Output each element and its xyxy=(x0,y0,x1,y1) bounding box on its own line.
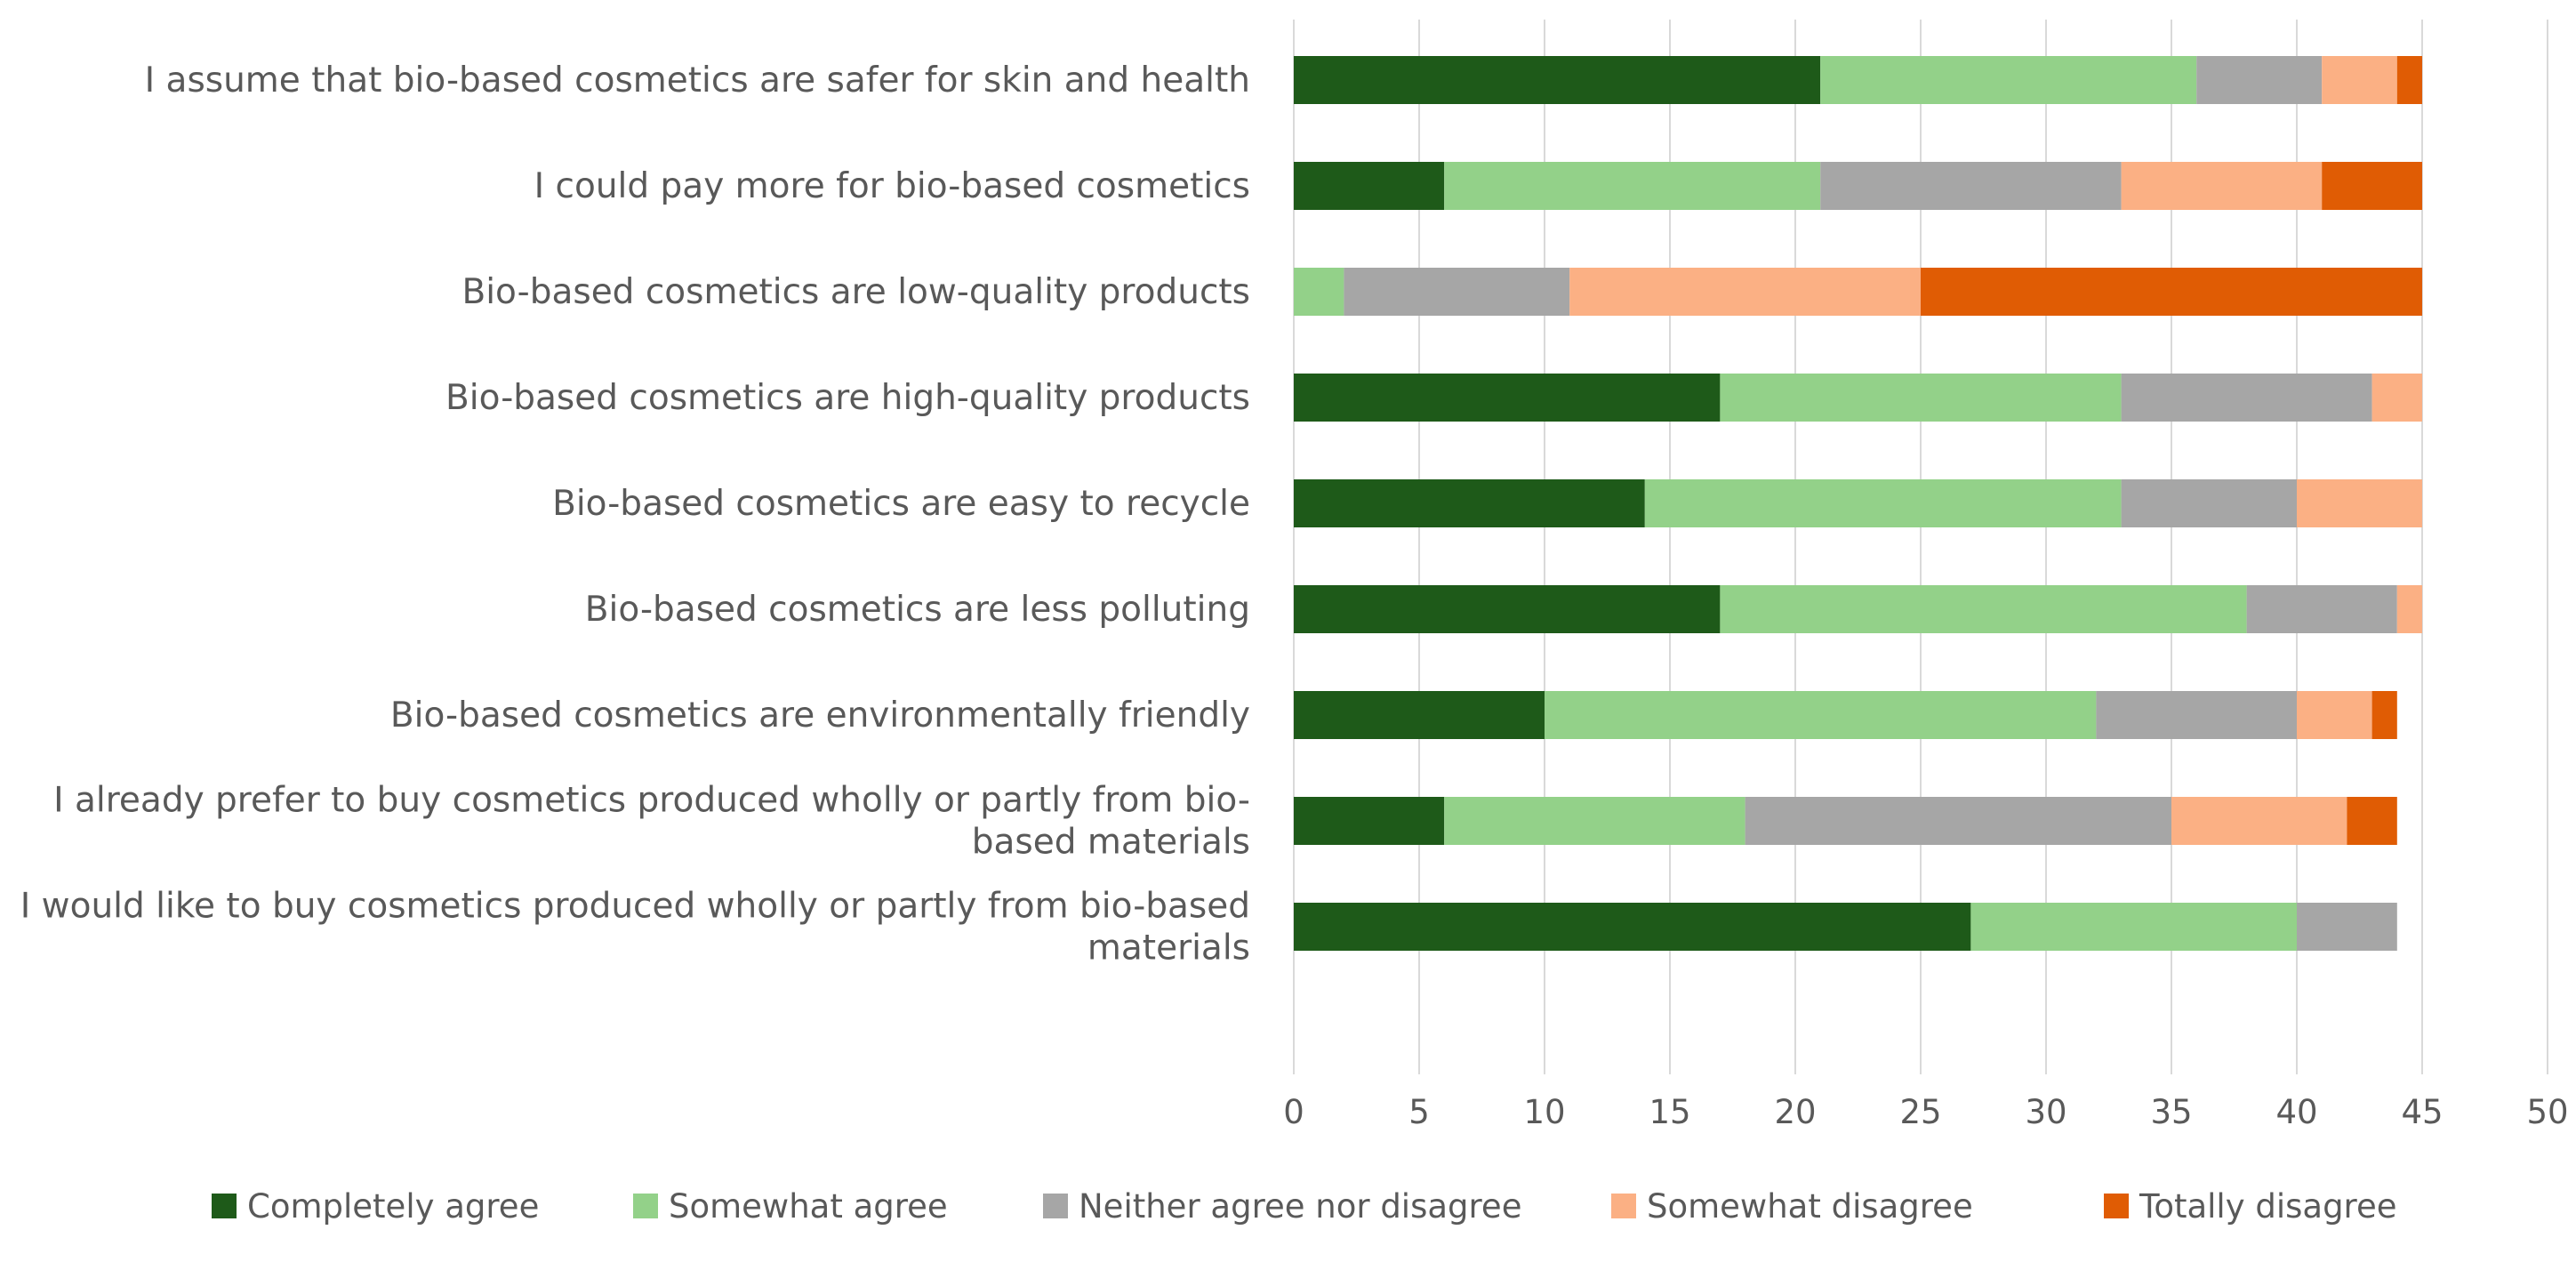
legend-label: Neither agree nor disagree xyxy=(1079,1187,1521,1226)
bar-segment xyxy=(2396,585,2422,633)
bar-segment xyxy=(1820,56,2197,104)
bar-segment xyxy=(2371,374,2422,422)
category-label: based materials xyxy=(972,823,1250,863)
bar-segment xyxy=(1444,162,1821,210)
category-label: Bio-based cosmetics are easy to recycle xyxy=(552,484,1250,524)
bar-segment xyxy=(2096,691,2297,739)
bar-segment xyxy=(1344,268,1570,316)
x-tick-label: 10 xyxy=(1523,1093,1565,1131)
bar-segment xyxy=(2196,56,2323,104)
bar-segment xyxy=(2121,162,2323,210)
legend-label: Somewhat agree xyxy=(669,1187,948,1226)
category-label: I could pay more for bio-based cosmetics xyxy=(534,166,1250,206)
bar-segment xyxy=(2322,56,2397,104)
bar-segment xyxy=(1569,268,1921,316)
bar-segment xyxy=(2297,903,2397,951)
bar-segment xyxy=(2322,162,2422,210)
legend-swatch xyxy=(2104,1194,2129,1218)
bar-segment xyxy=(1294,479,1645,527)
x-tick-label: 20 xyxy=(1774,1093,1816,1131)
bar-segment xyxy=(1820,162,2122,210)
bar-segment xyxy=(1720,585,2247,633)
bar-segment xyxy=(1294,162,1445,210)
bar-segment xyxy=(1970,903,2297,951)
x-tick-label: 35 xyxy=(2150,1093,2192,1131)
x-tick-label: 15 xyxy=(1649,1093,1690,1131)
category-label: materials xyxy=(1087,928,1250,969)
x-tick-label: 25 xyxy=(1899,1093,1941,1131)
bar-segment xyxy=(1644,479,2122,527)
bar-segment xyxy=(2297,691,2372,739)
bar-segment xyxy=(1745,797,2171,845)
x-tick-label: 30 xyxy=(2025,1093,2066,1131)
legend-label: Totally disagree xyxy=(2139,1187,2396,1226)
legend-label: Completely agree xyxy=(247,1187,539,1226)
legend-swatch xyxy=(633,1194,658,1218)
category-label: I already prefer to buy cosmetics produc… xyxy=(53,781,1250,821)
bar-segment xyxy=(1294,903,1971,951)
x-tick-label: 45 xyxy=(2401,1093,2443,1131)
bar-segment xyxy=(1294,56,1821,104)
bar-segment xyxy=(1294,585,1721,633)
legend-swatch xyxy=(212,1194,237,1218)
category-label: Bio-based cosmetics are less polluting xyxy=(585,590,1250,630)
x-tick-label: 50 xyxy=(2526,1093,2568,1131)
bar-segment xyxy=(2371,691,2397,739)
bar-segment xyxy=(1720,374,2122,422)
bar-segment xyxy=(2347,797,2397,845)
bar-segment xyxy=(1545,691,2097,739)
legend-swatch xyxy=(1043,1194,1068,1218)
bar-segment xyxy=(1294,268,1344,316)
x-axis-tick-labels: 0 5 10 15 20 25 30 35 40 45 50 xyxy=(1283,1093,2568,1131)
bar-segment xyxy=(2297,479,2422,527)
bar-segment xyxy=(1294,797,1445,845)
category-label: Bio-based cosmetics are high-quality pro… xyxy=(445,378,1250,418)
category-label: Bio-based cosmetics are environmentally … xyxy=(390,695,1250,735)
x-tick-label: 40 xyxy=(2275,1093,2317,1131)
bar-segment xyxy=(2121,479,2297,527)
bar-segment xyxy=(1921,268,2422,316)
bar-segment xyxy=(1444,797,1745,845)
bar-segment xyxy=(1294,691,1545,739)
category-labels: I assume that bio-based cosmetics are sa… xyxy=(20,60,1250,969)
category-label: I assume that bio-based cosmetics are sa… xyxy=(145,60,1250,100)
legend-label: Somewhat disagree xyxy=(1647,1187,1973,1226)
legend-swatch xyxy=(1611,1194,1636,1218)
bar-segment xyxy=(2121,374,2372,422)
x-tick-label: 0 xyxy=(1283,1093,1304,1131)
bar-segment xyxy=(2246,585,2397,633)
category-label: I would like to buy cosmetics produced w… xyxy=(20,887,1250,927)
bars xyxy=(1294,56,2422,951)
legend: Completely agree Somewhat agree Neither ag… xyxy=(212,1187,2396,1226)
bar-segment xyxy=(2171,797,2347,845)
category-label: Bio-based cosmetics are low-quality prod… xyxy=(461,272,1250,312)
bar-segment xyxy=(2396,56,2422,104)
x-tick-label: 5 xyxy=(1408,1093,1430,1131)
bar-segment xyxy=(1294,374,1721,422)
